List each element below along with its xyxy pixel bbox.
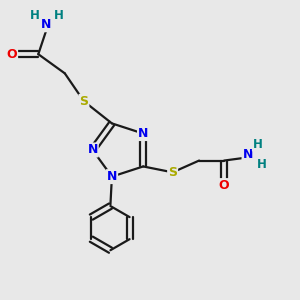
Text: N: N [40,18,51,31]
Text: S: S [80,95,88,108]
Text: N: N [107,170,117,183]
Text: S: S [168,166,177,179]
Text: N: N [87,143,98,157]
Text: H: H [53,9,63,22]
Text: N: N [242,148,253,161]
Text: N: N [138,127,148,140]
Text: H: H [253,138,262,151]
Text: H: H [256,158,266,172]
Text: O: O [219,179,230,192]
Text: H: H [29,9,39,22]
Text: O: O [7,48,17,61]
